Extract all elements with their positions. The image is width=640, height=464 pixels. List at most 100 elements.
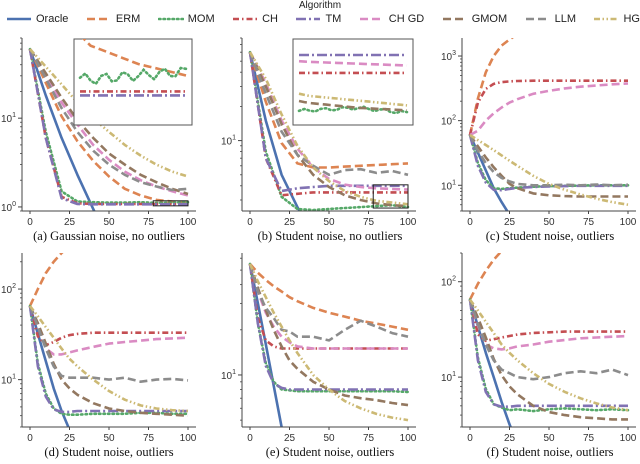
x-tick-label: 0 xyxy=(247,217,253,228)
y-tick-label: 101 xyxy=(221,135,236,148)
series-line-tm xyxy=(248,263,408,391)
panel-caption: (f) Student noise, outliers xyxy=(486,445,613,459)
legend-entry-oracle: Oracle xyxy=(6,13,68,25)
series-line-gmom xyxy=(468,134,628,198)
x-tick-label: 100 xyxy=(400,217,417,228)
series-line-oracle xyxy=(248,51,302,211)
series-line-ch xyxy=(28,305,188,347)
x-tick-label: 75 xyxy=(143,433,155,444)
series-group xyxy=(468,253,630,427)
legend-swatch-mom xyxy=(157,17,184,21)
legend: Oracle ERM MOM CH TM CH GD GMOM LLM HG xyxy=(6,12,640,26)
x-tick-label: 0 xyxy=(467,433,473,444)
series-line-hg xyxy=(468,298,629,412)
series-line-erm xyxy=(249,263,409,332)
series-line-tm xyxy=(28,305,188,414)
series-line-oracle xyxy=(248,263,283,427)
series-line-oracle xyxy=(28,48,96,211)
series-line-erm xyxy=(28,253,64,307)
series-line-hg xyxy=(29,48,189,178)
series-line-ch xyxy=(248,263,408,350)
panel-caption: (d) Student noise, outliers xyxy=(44,445,173,459)
y-tick-label: 100 xyxy=(1,201,16,214)
panel-e: 0 25 50 75 100 101 (e) Student noise, outliers xyxy=(221,253,417,459)
x-tick-label: 100 xyxy=(620,217,637,228)
legend-entry-llm: LLM xyxy=(525,13,576,25)
panel-caption: (e) Student noise, outliers xyxy=(266,445,395,459)
series-line-hg xyxy=(248,51,409,206)
zoom-indicator-box xyxy=(152,200,189,207)
inset-series-mom xyxy=(78,66,188,86)
legend-swatch-ch-gd xyxy=(359,17,384,21)
panel-f: 0 25 50 75 100 101 102 (f) Student noise, outli… xyxy=(441,252,637,459)
series-line-ch-gd xyxy=(248,263,408,350)
series-line-gmom xyxy=(248,51,409,208)
legend-swatch-ch xyxy=(233,17,258,21)
panel-d: 0 25 50 75 100 101 102 (d) Student noise, outli… xyxy=(1,253,197,459)
series-line-llm xyxy=(248,263,409,342)
legend-entry-hg: HG xyxy=(593,13,640,25)
legend-entry-ch: CH xyxy=(232,13,278,25)
x-tick-label: 50 xyxy=(543,433,555,444)
inset-panel xyxy=(73,38,193,126)
series-line-llm xyxy=(248,51,409,177)
series-line-llm xyxy=(28,305,189,384)
x-tick-label: 25 xyxy=(284,433,296,444)
y-tick-label: 101 xyxy=(1,112,16,125)
inset-series-ch-gd xyxy=(298,59,408,67)
series-line-gmom xyxy=(28,48,189,196)
legend-label: TM xyxy=(325,13,342,25)
series-line-hg xyxy=(469,133,629,206)
y-tick-label: 101 xyxy=(441,179,456,192)
x-tick-label: 25 xyxy=(64,433,76,444)
x-tick-label: 75 xyxy=(583,217,595,228)
legend-label: CH GD xyxy=(388,13,425,25)
y-tick-label: 101 xyxy=(441,371,456,384)
x-tick-label: 100 xyxy=(620,433,637,444)
legend-label: LLM xyxy=(554,13,577,25)
x-tick-label: 25 xyxy=(64,217,76,228)
y-tick-label: 103 xyxy=(441,50,456,63)
inset-series-mom xyxy=(297,105,409,115)
y-tick-label: 102 xyxy=(441,276,456,289)
legend-label: HG xyxy=(623,13,640,25)
x-tick-label: 0 xyxy=(247,433,253,444)
x-tick-label: 25 xyxy=(504,433,516,444)
legend-title: Algorithm xyxy=(298,0,342,11)
y-tick-label: 102 xyxy=(1,283,16,296)
series-group xyxy=(28,47,190,211)
panel-caption: (c) Student noise, outliers xyxy=(486,229,615,243)
x-tick-label: 25 xyxy=(284,217,296,228)
series-line-tm xyxy=(468,134,628,192)
x-tick-label: 0 xyxy=(467,217,473,228)
series-line-llm xyxy=(468,134,629,187)
inset-series-gmom xyxy=(298,99,408,112)
legend-entry-mom: MOM xyxy=(157,13,215,25)
inset-panel xyxy=(292,38,414,126)
legend-label: GMOM xyxy=(471,13,508,25)
legend-entry-gmom: GMOM xyxy=(442,13,507,25)
legend-swatch-llm xyxy=(525,17,550,21)
legend-swatch-gmom xyxy=(442,17,467,21)
series-group xyxy=(248,262,410,427)
series-line-ch xyxy=(248,52,408,197)
legend-label: CH xyxy=(262,13,278,25)
series-line-ch-gd xyxy=(468,299,629,351)
x-tick-label: 100 xyxy=(400,433,417,444)
x-tick-label: 50 xyxy=(103,217,115,228)
legend-label: ERM xyxy=(115,13,141,25)
x-tick-label: 50 xyxy=(323,217,335,228)
series-group xyxy=(28,253,190,427)
series-line-ch-gd xyxy=(469,82,629,137)
panel-c: 0 25 50 75 100 101 102 103 (c) Student noise, ou… xyxy=(441,38,637,243)
series-line-tm xyxy=(248,52,408,193)
series-line-hg xyxy=(248,263,409,422)
x-tick-label: 75 xyxy=(363,433,375,444)
legend-entry-tm: TM xyxy=(295,13,341,25)
series-line-gmom xyxy=(28,305,189,417)
panel-caption: (b) Student noise, no outliers xyxy=(258,229,403,243)
series-line-llm xyxy=(468,299,629,381)
series-line-gmom xyxy=(248,263,409,407)
x-tick-label: 0 xyxy=(27,217,33,228)
legend-swatch-hg xyxy=(594,17,619,21)
